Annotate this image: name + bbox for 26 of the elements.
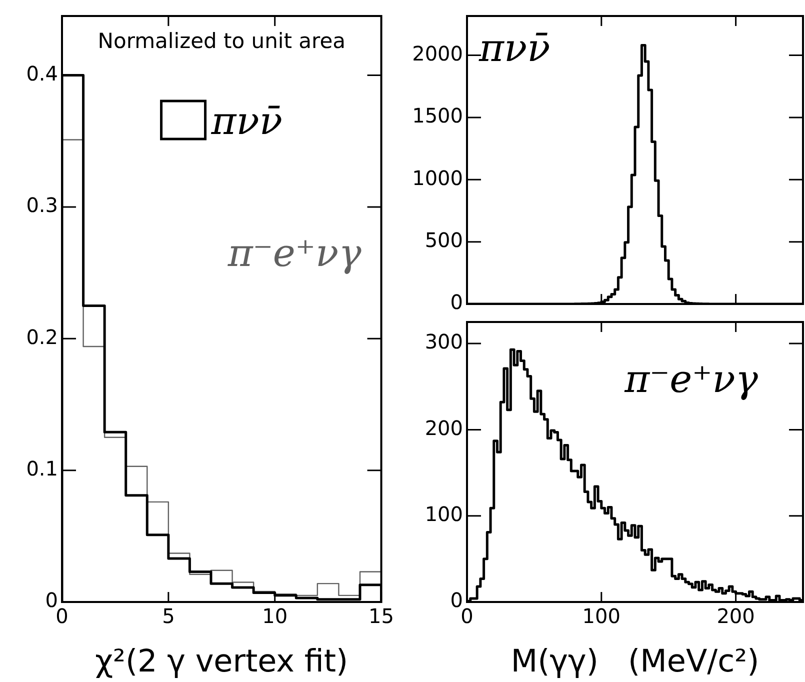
y-tick-label: 2000 <box>412 42 463 66</box>
y-tick-label: 200 <box>424 416 463 440</box>
x-axis-title: χ²(2 γ vertex fit) <box>95 643 348 680</box>
y-tick-label: 0.1 <box>26 456 58 481</box>
x-tick-label: 5 <box>162 604 175 628</box>
y-tick-label: 100 <box>424 502 463 526</box>
x-tick-label: 200 <box>716 604 755 628</box>
y-tick-label: 0.2 <box>26 324 58 349</box>
y-tick-label: 1500 <box>412 104 463 128</box>
y-tick-label: 1000 <box>412 166 463 190</box>
x-tick-label: 10 <box>262 604 288 628</box>
y-tick-label: 300 <box>424 330 463 354</box>
x-tick-label: 15 <box>368 604 394 628</box>
y-tick-label: 0 <box>45 588 58 612</box>
y-tick-label: 0.3 <box>26 193 58 218</box>
y-tick-label: 500 <box>424 228 463 252</box>
annotation: Normalized to unit area <box>98 29 346 53</box>
y-tick-label: 0.4 <box>26 61 58 86</box>
legend-label: πνν̄ <box>210 99 282 143</box>
text: π⁻e⁺νγ <box>226 231 362 275</box>
y-tick-label: 0 <box>450 588 463 612</box>
legend-label: π⁻e⁺νγ <box>624 357 758 401</box>
x-tick-label: 100 <box>582 604 620 628</box>
legend-label: πνν̄ <box>478 26 550 70</box>
x-axis-title: M(γγ) (MeV/c²) <box>510 643 760 680</box>
y-tick-label: 0 <box>450 290 463 314</box>
